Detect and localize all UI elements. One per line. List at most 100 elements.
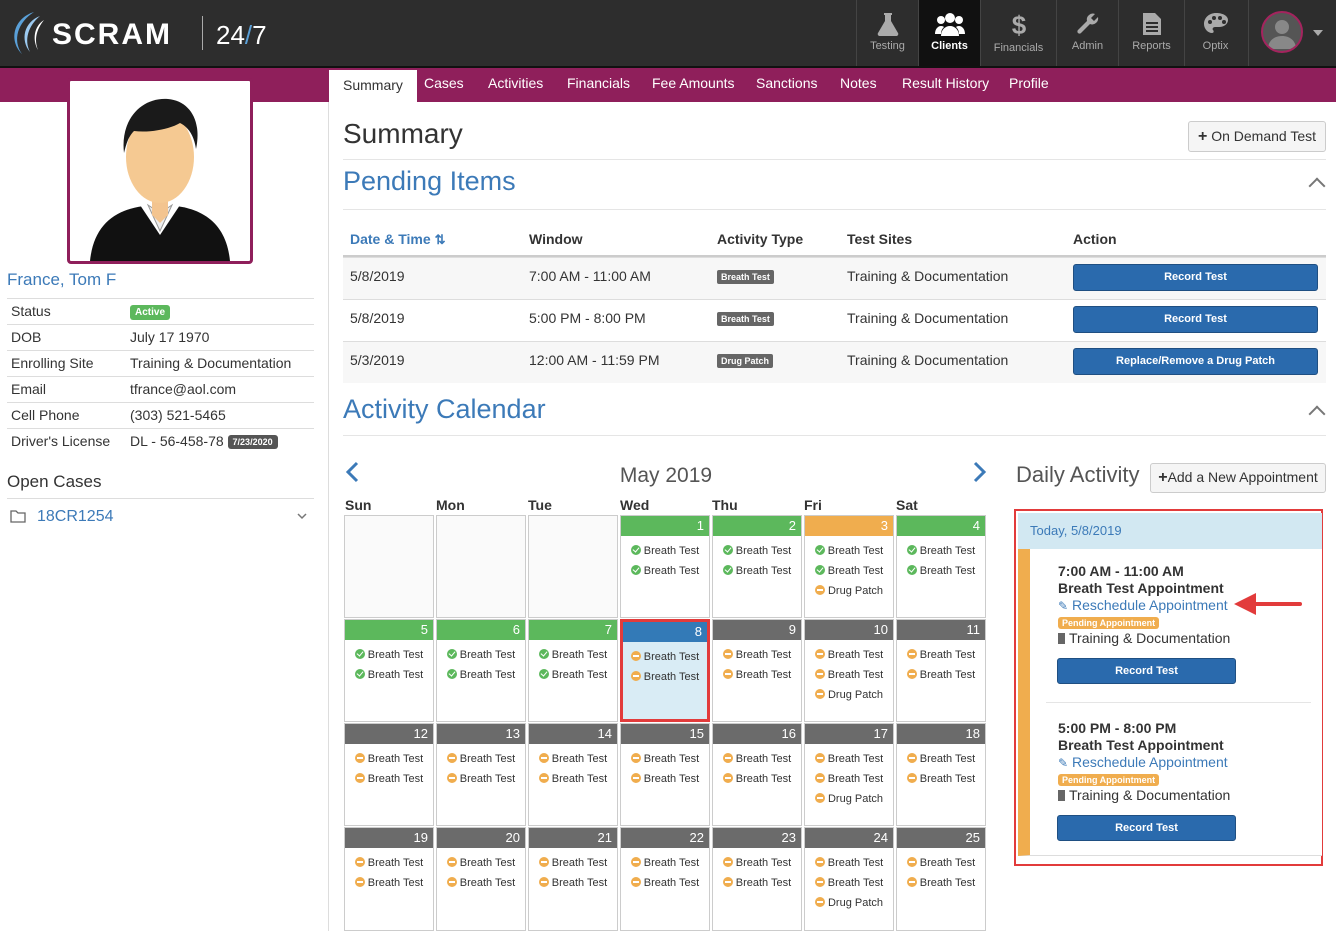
chevron-down-icon[interactable] (297, 513, 307, 520)
calendar-event[interactable]: Breath Test (345, 649, 433, 661)
calendar-day-25[interactable]: 25 Breath Test Breath Test (896, 827, 986, 931)
client-name[interactable]: France, Tom F (7, 270, 117, 289)
calendar-event[interactable]: Breath Test (897, 649, 985, 661)
chevron-up-icon[interactable] (1308, 177, 1326, 195)
calendar-event[interactable]: Breath Test (713, 565, 801, 577)
calendar-event[interactable]: Breath Test (897, 753, 985, 765)
record-test-button[interactable]: Record Test (1073, 306, 1318, 333)
on-demand-test-button[interactable]: + On Demand Test (1188, 121, 1326, 152)
add-appointment-button[interactable]: +Add a New Appointment (1150, 463, 1326, 493)
calendar-day-14[interactable]: 14 Breath Test Breath Test (528, 723, 618, 826)
calendar-day-23[interactable]: 23 Breath Test Breath Test (712, 827, 802, 931)
replace-drug-patch-button[interactable]: Replace/Remove a Drug Patch (1073, 348, 1318, 375)
calendar-event[interactable]: Drug Patch (805, 585, 893, 597)
chevron-right-icon[interactable] (973, 461, 987, 483)
tab-fee-amounts[interactable]: Fee Amounts (652, 75, 735, 91)
calendar-event[interactable]: Breath Test (621, 773, 709, 785)
calendar-event[interactable]: Breath Test (529, 649, 617, 661)
calendar-event[interactable]: Breath Test (345, 857, 433, 869)
calendar-event[interactable]: Breath Test (529, 857, 617, 869)
record-test-button[interactable]: Record Test (1057, 815, 1236, 841)
calendar-event[interactable]: Breath Test (897, 773, 985, 785)
calendar-event[interactable]: Breath Test (345, 773, 433, 785)
calendar-event[interactable]: Breath Test (805, 773, 893, 785)
calendar-event[interactable]: Breath Test (805, 877, 893, 889)
calendar-day-21[interactable]: 21 Breath Test Breath Test (528, 827, 618, 931)
calendar-event[interactable]: Breath Test (437, 753, 525, 765)
tab-cases[interactable]: Cases (424, 75, 464, 91)
calendar-event[interactable]: Breath Test (713, 545, 801, 557)
calendar-event[interactable]: Breath Test (621, 857, 709, 869)
calendar-day-10[interactable]: 10 Breath Test Breath Test Drug Patch (804, 619, 894, 722)
record-test-button[interactable]: Record Test (1073, 264, 1318, 291)
case-number-link[interactable]: 18CR1254 (37, 508, 114, 525)
calendar-event[interactable]: Drug Patch (805, 793, 893, 805)
calendar-event[interactable]: Breath Test (623, 651, 707, 663)
calendar-event[interactable]: Breath Test (345, 877, 433, 889)
calendar-event[interactable]: Breath Test (805, 753, 893, 765)
calendar-event[interactable]: Breath Test (437, 877, 525, 889)
calendar-event[interactable]: Breath Test (805, 857, 893, 869)
nav-admin[interactable]: Admin (1056, 0, 1118, 66)
case-row[interactable]: 18CR1254 (7, 498, 314, 534)
calendar-day-18[interactable]: 18 Breath Test Breath Test (896, 723, 986, 826)
calendar-event[interactable]: Breath Test (897, 877, 985, 889)
calendar-day-9[interactable]: 9 Breath Test Breath Test (712, 619, 802, 722)
tab-activities[interactable]: Activities (488, 75, 544, 91)
calendar-event[interactable]: Breath Test (805, 649, 893, 661)
calendar-day-22[interactable]: 22 Breath Test Breath Test (620, 827, 710, 931)
chevron-left-icon[interactable] (345, 461, 359, 483)
calendar-day-2[interactable]: 2 Breath Test Breath Test (712, 515, 802, 618)
calendar-day-16[interactable]: 16 Breath Test Breath Test (712, 723, 802, 826)
calendar-event[interactable]: Breath Test (713, 877, 801, 889)
calendar-day-7[interactable]: 7 Breath Test Breath Test (528, 619, 618, 722)
calendar-day-20[interactable]: 20 Breath Test Breath Test (436, 827, 526, 931)
tab-result-history[interactable]: Result History (902, 75, 990, 91)
tab-financials[interactable]: Financials (567, 75, 631, 91)
calendar-day-11[interactable]: 11 Breath Test Breath Test (896, 619, 986, 722)
calendar-event[interactable]: Breath Test (621, 877, 709, 889)
chevron-up-icon[interactable] (1308, 405, 1326, 423)
calendar-event[interactable]: Drug Patch (805, 897, 893, 909)
calendar-event[interactable]: Breath Test (713, 669, 801, 681)
reschedule-link[interactable]: ✎ Reschedule Appointment (1058, 754, 1228, 770)
calendar-event[interactable]: Breath Test (621, 545, 709, 557)
calendar-event[interactable]: Breath Test (345, 669, 433, 681)
calendar-event[interactable]: Breath Test (713, 649, 801, 661)
reschedule-link[interactable]: ✎ Reschedule Appointment (1058, 597, 1228, 613)
calendar-event[interactable]: Breath Test (621, 753, 709, 765)
calendar-event[interactable]: Breath Test (805, 565, 893, 577)
calendar-event[interactable]: Breath Test (713, 857, 801, 869)
calendar-event[interactable]: Breath Test (529, 773, 617, 785)
calendar-event[interactable]: Breath Test (437, 649, 525, 661)
calendar-event[interactable]: Breath Test (529, 669, 617, 681)
calendar-day-13[interactable]: 13 Breath Test Breath Test (436, 723, 526, 826)
calendar-event[interactable]: Breath Test (621, 565, 709, 577)
calendar-event[interactable]: Breath Test (345, 753, 433, 765)
calendar-event[interactable]: Breath Test (437, 857, 525, 869)
col-date-header[interactable]: Date & Time ⇅ (350, 231, 446, 247)
calendar-event[interactable]: Breath Test (897, 545, 985, 557)
calendar-day-24[interactable]: 24 Breath Test Breath Test Drug Patch (804, 827, 894, 931)
calendar-day-6[interactable]: 6 Breath Test Breath Test (436, 619, 526, 722)
scram-logo[interactable]: SCRAM 24/7 (6, 8, 296, 60)
calendar-event[interactable]: Breath Test (529, 877, 617, 889)
calendar-event[interactable]: Breath Test (713, 753, 801, 765)
nav-reports[interactable]: Reports (1118, 0, 1184, 66)
tab-sanctions[interactable]: Sanctions (756, 75, 818, 91)
calendar-event[interactable]: Breath Test (437, 773, 525, 785)
nav-testing[interactable]: Testing (856, 0, 918, 66)
calendar-day-17[interactable]: 17 Breath Test Breath Test Drug Patch (804, 723, 894, 826)
tab-notes[interactable]: Notes (840, 75, 877, 91)
calendar-event[interactable]: Breath Test (805, 669, 893, 681)
calendar-event[interactable]: Breath Test (529, 753, 617, 765)
calendar-day-4[interactable]: 4 Breath Test Breath Test (896, 515, 986, 618)
user-menu-button[interactable] (1248, 0, 1336, 66)
nav-clients[interactable]: Clients (918, 0, 980, 66)
calendar-day-5[interactable]: 5 Breath Test Breath Test (344, 619, 434, 722)
calendar-day-19[interactable]: 19 Breath Test Breath Test (344, 827, 434, 931)
calendar-day-12[interactable]: 12 Breath Test Breath Test (344, 723, 434, 826)
calendar-event[interactable]: Breath Test (897, 565, 985, 577)
tab-profile[interactable]: Profile (1009, 75, 1049, 91)
record-test-button[interactable]: Record Test (1057, 658, 1236, 684)
